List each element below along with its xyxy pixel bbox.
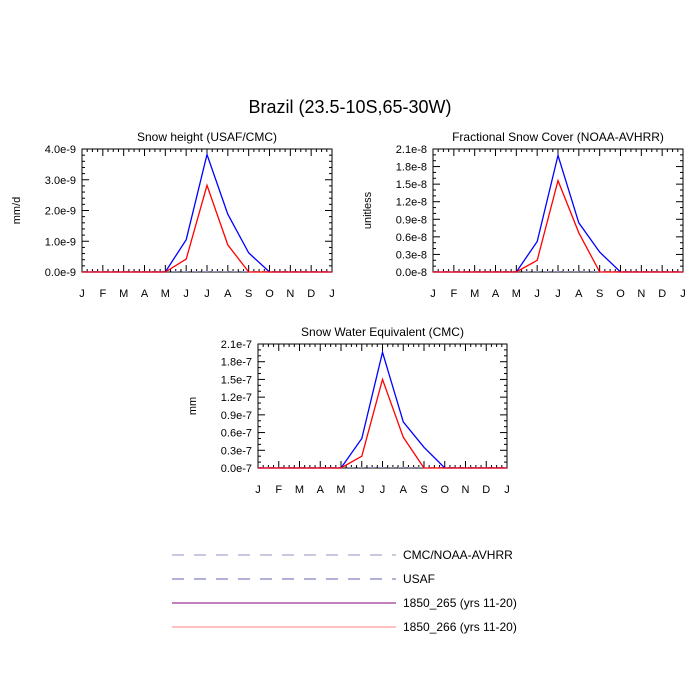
legend-label: USAF xyxy=(403,572,435,586)
y-tick-label: 3.0e-9 xyxy=(45,175,76,187)
y-tick-label: 0.6e-7 xyxy=(221,428,252,440)
y-tick-label: 1.8e-7 xyxy=(221,357,252,369)
x-tick-label: S xyxy=(420,484,427,496)
figure-title: Brazil (23.5-10S,65-30W) xyxy=(248,97,451,117)
x-tick-label: J xyxy=(680,288,686,300)
series-line-1 xyxy=(82,152,332,273)
x-tick-label: D xyxy=(307,288,315,300)
x-tick-label: J xyxy=(359,484,365,496)
y-tick-label: 1.8e-8 xyxy=(396,162,427,174)
panel-1: Snow height (USAF/CMC)mm/dJ F M A M J J A S O N D J0… xyxy=(11,130,335,300)
y-tick-label: 0.9e-8 xyxy=(396,214,427,226)
x-tick-label: A xyxy=(400,484,408,496)
x-tick-label: O xyxy=(440,484,449,496)
y-tick-label: 0.3e-7 xyxy=(221,445,252,457)
x-tick-label: N xyxy=(286,288,294,300)
y-tick-label: 2.0e-9 xyxy=(45,206,76,218)
y-tick-label: 1.5e-7 xyxy=(221,374,252,386)
plot-frame xyxy=(257,343,508,469)
y-axis-label: unitless xyxy=(362,191,374,229)
legend-item: 1850_266 (yrs 11-20) xyxy=(172,620,517,634)
series-line-2 xyxy=(433,178,683,273)
y-tick-label: 0.0e-9 xyxy=(45,267,76,279)
x-tick-label: S xyxy=(245,288,252,300)
legend-item: 1850_265 (yrs 11-20) xyxy=(172,596,517,610)
y-tick-label: 1.5e-8 xyxy=(396,179,427,191)
x-tick-label: J xyxy=(380,484,386,496)
series-line-1 xyxy=(258,349,507,469)
y-tick-label: 0.6e-8 xyxy=(396,232,427,244)
x-tick-label: M xyxy=(512,288,521,300)
x-tick-label: N xyxy=(462,484,470,496)
series-line-2 xyxy=(82,183,332,273)
series-line-1 xyxy=(433,152,683,273)
panel-title: Snow Water Equivalent (CMC) xyxy=(301,325,464,339)
x-tick-label: M xyxy=(119,288,128,300)
x-tick-label: J xyxy=(204,288,210,300)
x-tick-label: M xyxy=(336,484,345,496)
x-tick-label: J xyxy=(79,288,85,300)
panel-title: Snow height (USAF/CMC) xyxy=(137,130,277,144)
x-tick-label: J xyxy=(183,288,189,300)
y-tick-label: 0.3e-8 xyxy=(396,249,427,261)
series-line-2 xyxy=(258,377,507,469)
x-tick-label: N xyxy=(637,288,645,300)
legend-label: CMC/NOAA-AVHRR xyxy=(403,548,513,562)
y-tick-label: 1.2e-7 xyxy=(221,392,252,404)
x-tick-label: J xyxy=(555,288,561,300)
y-axis-label: mm xyxy=(187,397,199,415)
x-tick-label: S xyxy=(596,288,603,300)
x-tick-label: O xyxy=(265,288,274,300)
x-tick-label: O xyxy=(616,288,625,300)
y-axis-label: mm/d xyxy=(11,197,23,225)
x-tick-label: D xyxy=(658,288,666,300)
x-tick-label: F xyxy=(275,484,282,496)
y-tick-label: 1.0e-9 xyxy=(45,236,76,248)
y-tick-label: 2.1e-7 xyxy=(221,339,252,351)
y-tick-label: 4.0e-9 xyxy=(45,144,76,156)
x-tick-label: J xyxy=(504,484,510,496)
panel-3: Snow Water Equivalent (CMC)mmJ F M A M J J A S O N… xyxy=(187,325,510,496)
y-tick-label: 0.0e-8 xyxy=(396,267,427,279)
x-tick-label: D xyxy=(482,484,490,496)
y-tick-label: 2.1e-8 xyxy=(396,144,427,156)
legend-item: CMC/NOAA-AVHRR xyxy=(172,548,513,562)
y-tick-label: 1.2e-8 xyxy=(396,197,427,209)
x-tick-label: M xyxy=(295,484,304,496)
legend-label: 1850_266 (yrs 11-20) xyxy=(403,620,517,634)
x-tick-label: J xyxy=(329,288,335,300)
x-tick-label: A xyxy=(224,288,232,300)
legend: CMC/NOAA-AVHRR USAF 1850_265 (yrs 11-20) 18… xyxy=(172,548,517,634)
x-tick-label: J xyxy=(255,484,261,496)
x-tick-label: J xyxy=(534,288,540,300)
plot-frame xyxy=(432,148,684,273)
x-tick-label: A xyxy=(492,288,500,300)
x-tick-label: F xyxy=(450,288,457,300)
x-tick-label: M xyxy=(470,288,479,300)
panel-2: Fractional Snow Cover (NOAA-AVHRR) unitle… xyxy=(362,130,686,300)
x-tick-label: A xyxy=(317,484,325,496)
plot-frame xyxy=(81,148,333,273)
x-tick-label: A xyxy=(141,288,149,300)
panel-title: Fractional Snow Cover (NOAA-AVHRR) xyxy=(452,130,664,144)
y-tick-label: 0.0e-7 xyxy=(221,463,252,475)
legend-label: 1850_265 (yrs 11-20) xyxy=(403,596,517,610)
y-tick-label: 0.9e-7 xyxy=(221,410,252,422)
x-tick-label: A xyxy=(575,288,583,300)
x-tick-label: M xyxy=(161,288,170,300)
x-tick-label: J xyxy=(430,288,436,300)
legend-item: USAF xyxy=(172,572,435,586)
x-tick-label: F xyxy=(99,288,106,300)
